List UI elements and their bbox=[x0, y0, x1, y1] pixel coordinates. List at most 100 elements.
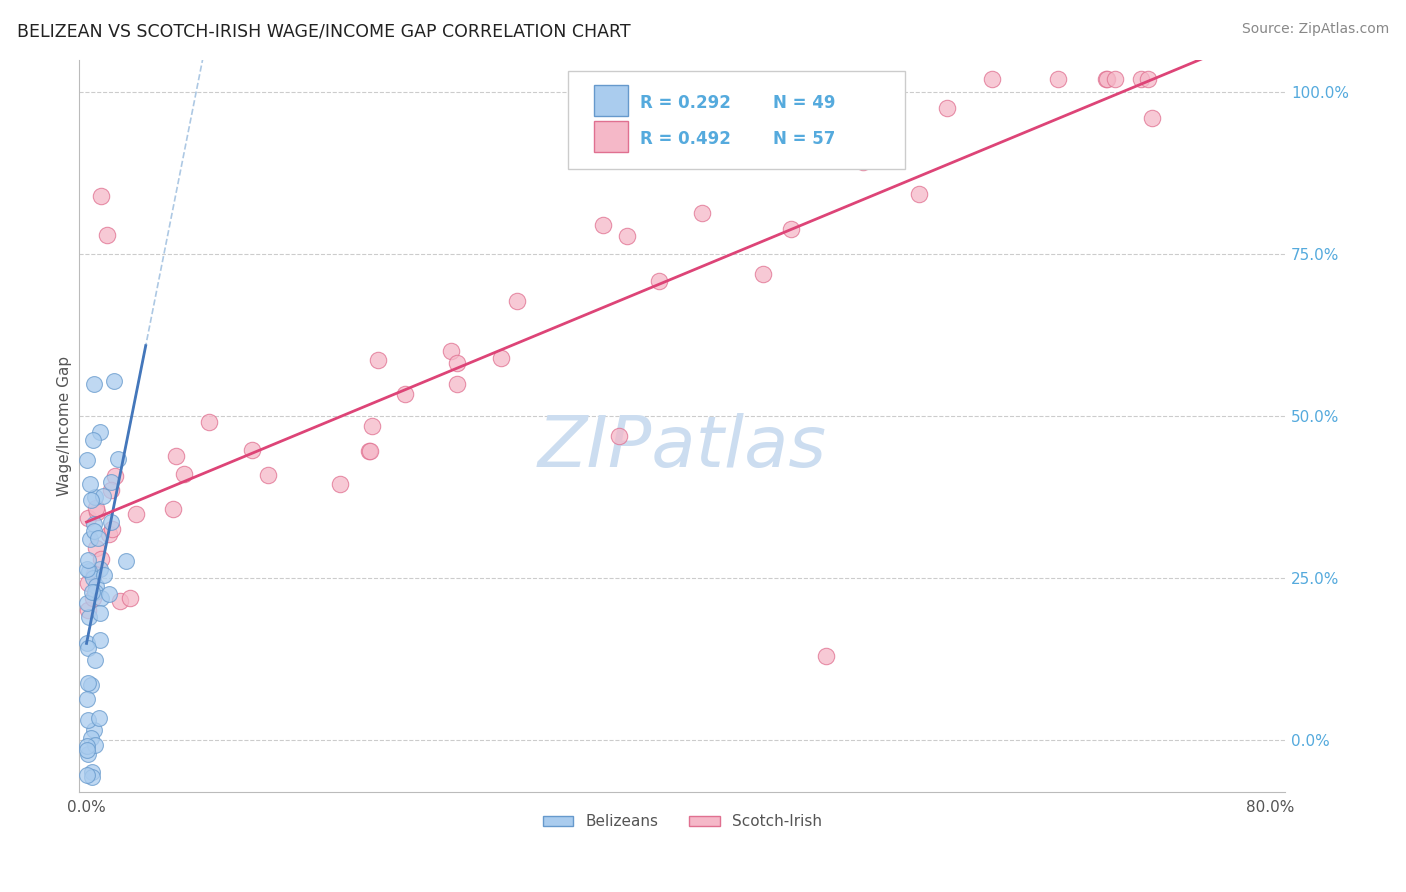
Point bbox=[357, 444, 380, 458]
Point bbox=[83, 723, 105, 738]
Point bbox=[506, 293, 529, 308]
Point bbox=[89, 606, 111, 620]
Text: N = 49: N = 49 bbox=[773, 95, 835, 112]
Text: R = 0.492: R = 0.492 bbox=[640, 130, 731, 148]
Point bbox=[76, 739, 98, 753]
Point bbox=[104, 468, 127, 483]
Point bbox=[89, 632, 111, 647]
Point bbox=[108, 594, 131, 608]
Point bbox=[936, 101, 959, 115]
Point bbox=[76, 635, 98, 649]
Point bbox=[83, 516, 105, 531]
Point bbox=[77, 713, 100, 727]
Point bbox=[86, 505, 108, 519]
Point bbox=[80, 493, 103, 508]
Point bbox=[76, 742, 98, 756]
Point bbox=[1095, 72, 1118, 87]
Point bbox=[440, 344, 463, 359]
Text: N = 57: N = 57 bbox=[773, 130, 835, 148]
Point bbox=[592, 219, 614, 233]
Point bbox=[82, 571, 104, 585]
Point bbox=[83, 490, 105, 504]
Point bbox=[87, 711, 110, 725]
Point bbox=[83, 584, 105, 599]
Point bbox=[1140, 111, 1163, 125]
Point bbox=[89, 425, 111, 440]
Point bbox=[1097, 72, 1119, 87]
Point bbox=[1047, 72, 1070, 87]
Point bbox=[198, 415, 221, 429]
Point bbox=[115, 554, 138, 568]
Point bbox=[1104, 72, 1126, 87]
Point bbox=[808, 139, 831, 153]
Point bbox=[446, 356, 468, 370]
Point bbox=[870, 136, 893, 151]
Point bbox=[82, 584, 104, 599]
Point bbox=[84, 653, 107, 667]
Point bbox=[242, 443, 264, 458]
Point bbox=[93, 568, 115, 582]
Point bbox=[841, 131, 863, 145]
Point bbox=[83, 524, 105, 539]
Point bbox=[97, 587, 120, 601]
Point bbox=[908, 186, 931, 201]
Point bbox=[100, 483, 122, 497]
Point bbox=[76, 453, 98, 467]
FancyBboxPatch shape bbox=[568, 70, 905, 169]
Point bbox=[76, 691, 98, 706]
Point bbox=[77, 603, 100, 617]
Bar bbox=[595, 85, 628, 116]
Point bbox=[162, 502, 184, 516]
Point bbox=[76, 596, 98, 610]
Point bbox=[82, 771, 104, 785]
Text: R = 0.292: R = 0.292 bbox=[640, 95, 731, 112]
Point bbox=[90, 591, 112, 605]
Point bbox=[77, 511, 100, 525]
Point bbox=[367, 352, 389, 367]
Text: Source: ZipAtlas.com: Source: ZipAtlas.com bbox=[1241, 22, 1389, 37]
Point bbox=[79, 533, 101, 547]
Point bbox=[82, 433, 104, 447]
Point bbox=[648, 274, 671, 288]
Point bbox=[90, 188, 112, 202]
Point bbox=[394, 387, 416, 401]
Text: BELIZEAN VS SCOTCH-IRISH WAGE/INCOME GAP CORRELATION CHART: BELIZEAN VS SCOTCH-IRISH WAGE/INCOME GAP… bbox=[17, 22, 630, 40]
Point bbox=[90, 551, 112, 566]
Point bbox=[360, 418, 382, 433]
Point bbox=[84, 579, 107, 593]
Legend: Belizeans, Scotch-Irish: Belizeans, Scotch-Irish bbox=[537, 808, 828, 836]
Point bbox=[118, 591, 141, 606]
Point bbox=[83, 738, 105, 752]
Point bbox=[165, 449, 187, 463]
Point bbox=[76, 768, 98, 782]
Point bbox=[616, 229, 638, 244]
Point bbox=[82, 591, 104, 605]
Point bbox=[83, 567, 105, 582]
Point bbox=[84, 541, 107, 555]
Point bbox=[77, 610, 100, 624]
Point bbox=[446, 376, 468, 391]
Point bbox=[329, 476, 352, 491]
Point bbox=[489, 351, 512, 365]
Point bbox=[77, 747, 100, 761]
Point bbox=[86, 500, 108, 515]
Point bbox=[752, 268, 775, 282]
Y-axis label: Wage/Income Gap: Wage/Income Gap bbox=[58, 356, 72, 496]
Point bbox=[100, 475, 122, 489]
Point bbox=[89, 562, 111, 576]
Point bbox=[87, 531, 110, 545]
Point bbox=[80, 678, 103, 692]
Point bbox=[77, 640, 100, 655]
Point bbox=[359, 444, 381, 458]
Point bbox=[107, 451, 129, 466]
Point bbox=[980, 72, 1002, 87]
Point bbox=[76, 552, 98, 566]
Point bbox=[690, 206, 713, 220]
Point bbox=[82, 765, 104, 780]
Point bbox=[852, 155, 875, 169]
Point bbox=[101, 522, 124, 536]
Point bbox=[77, 564, 100, 578]
Point bbox=[256, 468, 278, 483]
Point bbox=[77, 575, 100, 590]
Point bbox=[80, 731, 103, 745]
